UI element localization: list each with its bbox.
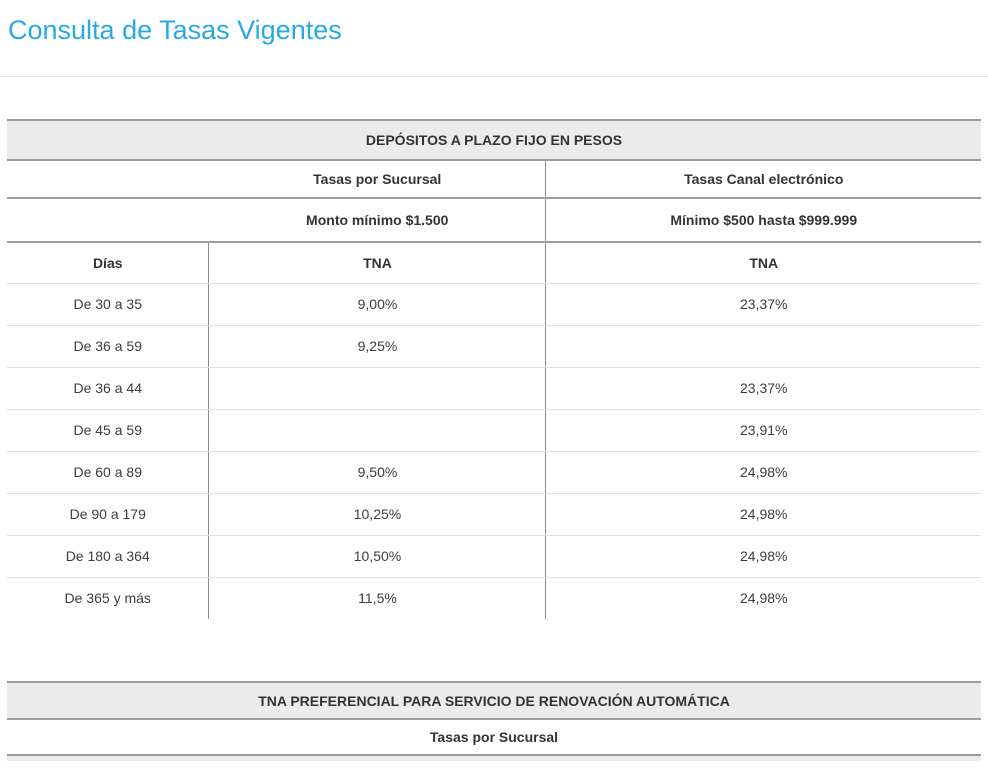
tna-electronico-cell <box>545 325 982 368</box>
tna-electronico-cell: 24,98% <box>545 577 982 619</box>
column-header-dias: Días <box>6 242 209 284</box>
deposits-pesos-table: DEPÓSITOS A PLAZO FIJO EN PESOS Tasas po… <box>6 119 982 619</box>
preferential-subtitle-row: Tasas por Sucursal <box>7 719 981 756</box>
empty-cell <box>6 198 209 243</box>
channel-header-row: Tasas por Sucursal Tasas Canal electróni… <box>6 160 982 199</box>
empty-cell <box>6 160 209 199</box>
table-row: De 45 a 59 23,91% <box>6 409 982 452</box>
tna-electronico-cell: 23,91% <box>545 409 982 452</box>
tna-electronico-cell: 24,98% <box>545 493 982 536</box>
preferential-subtitle: Tasas por Sucursal <box>7 719 981 756</box>
tna-sucursal-cell: 11,5% <box>208 577 546 619</box>
dias-cell: De 60 a 89 <box>6 451 209 494</box>
next-table-header-strip <box>7 756 981 761</box>
tna-sucursal-cell: 10,50% <box>208 535 546 578</box>
tna-electronico-cell: 23,37% <box>545 367 982 410</box>
tna-sucursal-cell: 10,25% <box>208 493 546 536</box>
table-row: De 36 a 59 9,25% <box>6 325 982 368</box>
preferential-table-title-row: TNA PREFERENCIAL PARA SERVICIO DE RENOVA… <box>7 681 981 720</box>
table-row: De 60 a 89 9,50% 24,98% <box>6 451 982 494</box>
dias-cell: De 365 y más <box>64 590 151 607</box>
tna-electronico-cell: 24,98% <box>545 451 982 494</box>
tna-sucursal-cell <box>208 367 546 410</box>
dias-cell: De 180 a 364 <box>6 535 209 578</box>
deposits-table-title-row: DEPÓSITOS A PLAZO FIJO EN PESOS <box>6 119 982 161</box>
column-header-row: Días TNA TNA <box>6 242 982 284</box>
table-row: De 365 y más 11,5% 24,98% <box>7 577 982 619</box>
dias-cell: De 45 a 59 <box>6 409 209 452</box>
channel-electronico-header: Tasas Canal electrónico <box>545 160 982 199</box>
tna-electronico-cell: 24,98% <box>545 535 982 578</box>
tna-sucursal-cell: 9,50% <box>208 451 546 494</box>
tna-electronico-cell: 23,37% <box>545 283 982 326</box>
column-header-tna-electronico: TNA <box>545 242 982 284</box>
deposits-table-title: DEPÓSITOS A PLAZO FIJO EN PESOS <box>6 119 982 161</box>
minimum-sucursal: Monto mínimo $1.500 <box>208 198 546 243</box>
table-row: De 36 a 44 23,37% <box>6 367 982 410</box>
dias-cell: De 36 a 59 <box>6 325 209 368</box>
minimum-electronico: Mínimo $500 hasta $999.999 <box>545 198 982 243</box>
table-row: De 180 a 364 10,50% 24,98% <box>6 535 982 578</box>
minimum-amount-row: Monto mínimo $1.500 Mínimo $500 hasta $9… <box>6 198 982 243</box>
channel-sucursal-header: Tasas por Sucursal <box>208 160 546 199</box>
tna-sucursal-cell: 9,25% <box>208 325 546 368</box>
tna-sucursal-cell <box>208 409 546 452</box>
title-divider <box>0 76 988 77</box>
dias-cell: De 30 a 35 <box>6 283 209 326</box>
preferential-tna-table: TNA PREFERENCIAL PARA SERVICIO DE RENOVA… <box>7 681 981 756</box>
tna-sucursal-cell: 9,00% <box>208 283 546 326</box>
preferential-table-title: TNA PREFERENCIAL PARA SERVICIO DE RENOVA… <box>7 681 981 720</box>
table-row: De 90 a 179 10,25% 24,98% <box>6 493 982 536</box>
table-row: De 30 a 35 9,00% 23,37% <box>6 283 982 326</box>
column-header-tna-sucursal: TNA <box>208 242 546 284</box>
dias-cell: De 90 a 179 <box>6 493 209 536</box>
dias-cell: De 36 a 44 <box>6 367 209 410</box>
page-title: Consulta de Tasas Vigentes <box>8 15 342 45</box>
